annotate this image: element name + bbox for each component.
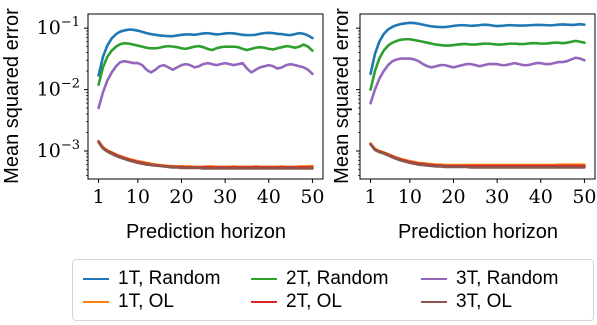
legend-item: 3T, Random bbox=[421, 268, 558, 290]
x-tick-label: 30 bbox=[485, 186, 509, 208]
series-line bbox=[369, 142, 586, 168]
x-tick-label: 40 bbox=[529, 186, 553, 208]
legend-item: 2T, OL bbox=[251, 291, 342, 313]
series-line bbox=[97, 59, 314, 110]
x-tick-label: 1 bbox=[365, 186, 377, 208]
x-tick-label: 40 bbox=[257, 186, 281, 208]
right-x-axis-label: Prediction horizon bbox=[398, 221, 558, 243]
x-tick-label: 50 bbox=[300, 186, 324, 208]
series-line bbox=[369, 21, 586, 76]
right-y-axis-label: Mean squared error bbox=[331, 8, 353, 184]
series-line bbox=[369, 37, 586, 91]
legend-swatch bbox=[83, 278, 109, 280]
series-line bbox=[97, 28, 314, 77]
legend-swatch bbox=[421, 278, 447, 280]
legend-label: 2T, OL bbox=[286, 291, 342, 312]
right-chart: Mean squared error 1 10 20 30 40 50 Predictio… bbox=[331, 8, 597, 243]
series-line bbox=[97, 141, 314, 170]
legend-item: 1T, OL bbox=[83, 291, 174, 313]
plot-frame bbox=[87, 13, 324, 180]
series-line bbox=[97, 41, 314, 87]
legend-label: 3T, Random bbox=[456, 268, 559, 289]
legend-label: 3T, OL bbox=[456, 291, 512, 312]
y-tick-label: 10−1 bbox=[37, 15, 80, 39]
legend-swatch bbox=[421, 301, 447, 303]
left-chart: Mean squared error 1 10 20 30 40 50 10−3 10−2 10… bbox=[1, 8, 325, 243]
legend-label: 1T, Random bbox=[118, 268, 221, 289]
series-line bbox=[97, 140, 314, 169]
x-tick-label: 20 bbox=[169, 186, 193, 208]
legend-item: 2T, Random bbox=[251, 268, 388, 290]
y-tick-label: 10−2 bbox=[37, 77, 80, 101]
left-plot: 1 10 20 30 40 50 10−3 10−2 10−1 bbox=[37, 13, 325, 208]
legend-item: 1T, Random bbox=[83, 268, 220, 290]
legend-swatch bbox=[83, 301, 109, 303]
legend-swatch bbox=[251, 301, 277, 303]
x-tick-label: 50 bbox=[572, 186, 596, 208]
legend-label: 2T, Random bbox=[286, 268, 389, 289]
plot-frame bbox=[359, 13, 596, 180]
legend-label: 1T, OL bbox=[118, 291, 174, 312]
series-line bbox=[369, 143, 586, 169]
x-tick-label: 30 bbox=[213, 186, 237, 208]
right-plot: 1 10 20 30 40 50 bbox=[356, 13, 597, 208]
left-y-axis-label: Mean squared error bbox=[1, 8, 23, 184]
y-tick-label: 10−3 bbox=[37, 138, 80, 162]
x-tick-label: 10 bbox=[398, 186, 422, 208]
legend-swatch bbox=[251, 278, 277, 280]
series-line bbox=[369, 56, 586, 105]
legend: 1T, Random 2T, Random 3T, Random 1T, OL … bbox=[72, 259, 594, 321]
legend-item: 3T, OL bbox=[421, 291, 512, 313]
x-tick-label: 20 bbox=[441, 186, 465, 208]
left-x-axis-label: Prediction horizon bbox=[126, 221, 286, 243]
x-tick-label: 10 bbox=[126, 186, 150, 208]
series-line bbox=[97, 139, 314, 169]
x-tick-label: 1 bbox=[93, 186, 105, 208]
